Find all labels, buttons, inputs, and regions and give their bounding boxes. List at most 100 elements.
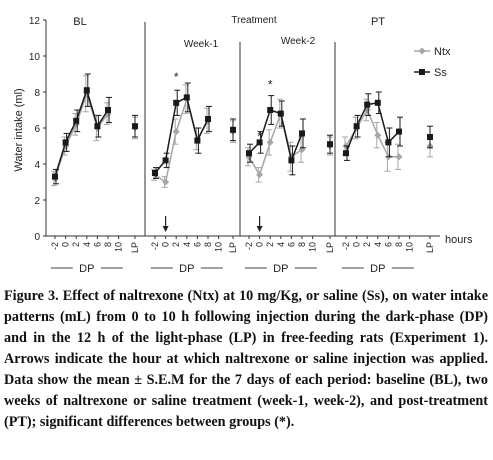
lp-point-ss (427, 134, 433, 140)
x-tick-label: LP (228, 242, 238, 253)
data-point-ss (299, 130, 305, 137)
data-point-ss (83, 87, 90, 94)
lp-point-ss (230, 126, 236, 133)
y-axis: 0 2 4 6 8 10 12 (29, 16, 47, 243)
panel-bl: -2 0 2 4 6 8 10 LP (46, 22, 146, 253)
x-tick-label: LP (425, 242, 435, 253)
legend-ss-label: Ss (434, 67, 447, 79)
x-tick-label: 8 (394, 242, 404, 247)
dp-label: DP (79, 263, 94, 275)
x-tick-label: 8 (103, 242, 113, 247)
y-tick-label: 0 (34, 232, 40, 243)
data-point-ss (173, 99, 180, 106)
data-point-ss (105, 107, 111, 113)
x-tick-label: 6 (92, 242, 102, 247)
x-tick-label: 2 (71, 242, 81, 247)
x-tick-label: 4 (373, 242, 383, 247)
data-point-ntx (395, 153, 403, 161)
x-tick-label: 8 (297, 242, 307, 247)
data-point-ntx (256, 171, 264, 179)
data-point-ss (152, 170, 158, 176)
data-point-ss (267, 107, 274, 113)
data-point-ntx (172, 128, 180, 136)
x-tick-label: 10 (214, 242, 224, 252)
chart-panels: -2 0 2 4 6 8 10 LP -2 0 2 4 6 8 10 LP*-2 0 2 4 6 8 10 LP**-2 0 2… (46, 22, 440, 253)
dp-labels: DP DP DP DP (50, 263, 414, 275)
significance-star: * (257, 130, 262, 144)
legend-ntx-label: Ntx (434, 46, 451, 58)
y-axis-label: Water intake (ml) (13, 88, 25, 171)
x-tick-label: LP (325, 242, 335, 253)
data-point-ss (52, 173, 58, 180)
data-point-ss (205, 116, 211, 122)
dp-label: DP (273, 263, 288, 275)
x-tick-label: 6 (286, 242, 296, 247)
x-tick-label: 0 (255, 242, 265, 247)
x-tick-label: 2 (171, 242, 181, 247)
legend-ntx-marker (418, 47, 426, 55)
data-point-ss (62, 139, 69, 146)
y-tick-label: 8 (34, 88, 40, 99)
period-label-week2: Week-2 (281, 36, 316, 47)
data-point-ss (194, 137, 201, 144)
data-point-ss (396, 128, 402, 135)
x-tick-label: -2 (244, 242, 254, 250)
series-line-ss (54, 87, 109, 177)
data-point-ss (353, 123, 360, 130)
x-tick-label: 6 (383, 242, 393, 247)
data-point-ss (343, 150, 349, 157)
legend-ss-marker (419, 69, 425, 75)
lp-point-ss (132, 123, 138, 130)
x-tick-label: 4 (276, 242, 286, 247)
x-tick-label: 2 (265, 242, 275, 247)
data-point-ss (183, 94, 190, 101)
data-point-ss (288, 157, 295, 164)
dp-label: DP (179, 263, 194, 275)
x-tick-label: 6 (192, 242, 202, 247)
y-tick-label: 10 (29, 52, 41, 63)
panel-week-1: -2 0 2 4 6 8 10 LP * (145, 42, 241, 253)
data-point-ss (162, 157, 169, 164)
y-tick-label: 2 (34, 196, 40, 207)
x-tick-label: -2 (50, 242, 60, 250)
x-tick-label: 2 (362, 242, 372, 247)
x-tick-label: 4 (182, 242, 192, 247)
period-label-bl: BL (73, 16, 86, 28)
data-point-ss (73, 117, 80, 124)
data-point-ss (246, 150, 252, 157)
data-point-ss (364, 101, 371, 108)
data-point-ss (374, 99, 381, 106)
x-tick-label: 8 (203, 242, 213, 247)
period-label-treatment: Treatment (231, 15, 276, 26)
data-point-ntx (374, 131, 382, 139)
data-point-ntx (162, 178, 170, 186)
significance-star: * (268, 77, 273, 91)
injection-arrow-head (162, 226, 169, 232)
x-tick-label: -2 (150, 242, 160, 250)
y-tick-label: 12 (29, 16, 41, 27)
x-tick-label: 10 (114, 242, 124, 252)
period-label-week1: Week-1 (184, 39, 219, 50)
panel-pt: -2 0 2 4 6 8 10 LP (335, 91, 440, 253)
data-point-ss (256, 139, 263, 146)
legend: Ntx Ss (414, 46, 451, 79)
x-tick-label: 0 (352, 242, 362, 247)
x-tick-label: 4 (82, 242, 92, 247)
significance-star: * (174, 70, 179, 84)
data-point-ss (94, 123, 101, 130)
panel-week-2: -2 0 2 4 6 8 10 LP * * (240, 42, 336, 253)
data-point-ntx (266, 138, 274, 146)
injection-arrow-head (256, 226, 263, 232)
x-tick-label: -2 (341, 242, 351, 250)
period-label-pt: PT (371, 16, 385, 28)
x-tick-label: 0 (161, 242, 171, 247)
dp-label: DP (370, 263, 385, 275)
x-tick-label: 0 (61, 242, 71, 247)
y-tick-label: 4 (34, 160, 40, 171)
x-tick-label: 10 (308, 242, 318, 252)
figure-caption: Figure 3. Effect of naltrexone (Ntx) at … (4, 288, 488, 430)
data-point-ss (277, 110, 284, 117)
x-axis-label: hours (445, 234, 473, 246)
lp-point-ss (327, 141, 333, 148)
